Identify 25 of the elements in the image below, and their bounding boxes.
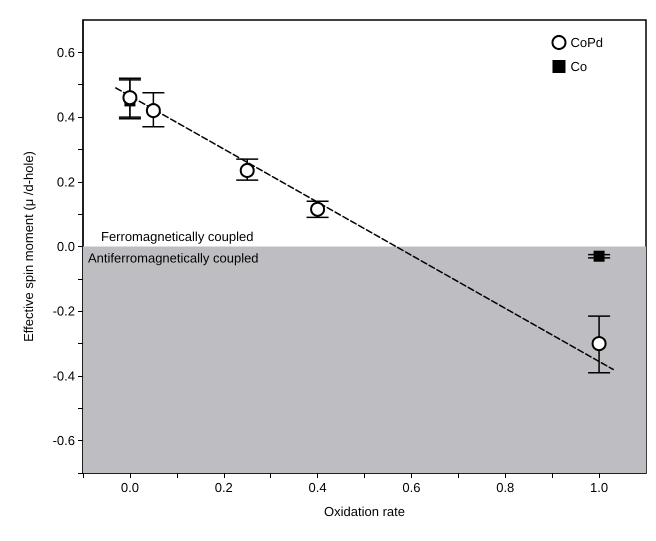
x-tick-label: 0.2 bbox=[214, 480, 233, 495]
point bbox=[310, 202, 326, 217]
annotation: Ferromagnetically coupled bbox=[101, 229, 254, 244]
legend-label: CoPd bbox=[570, 35, 604, 50]
point bbox=[146, 103, 161, 118]
point bbox=[592, 336, 607, 352]
y-tick-label: 0.4 bbox=[56, 110, 75, 125]
x-axis-title: Oxidation rate bbox=[324, 504, 405, 519]
y-axis-title: Effective spin moment (μ /d-hole) bbox=[21, 151, 36, 342]
x-tick-label: 0.4 bbox=[308, 480, 327, 495]
point bbox=[594, 250, 605, 262]
y-tick-label: 0.6 bbox=[56, 44, 75, 60]
x-tick-label: 0.0 bbox=[120, 480, 139, 495]
y-tick-label: -0.4 bbox=[52, 368, 75, 384]
x-tick-label: 0.6 bbox=[402, 480, 420, 495]
point bbox=[240, 162, 255, 178]
y-tick-label: 0.0 bbox=[56, 239, 75, 254]
point bbox=[122, 90, 138, 106]
y-tick-label: -0.2 bbox=[52, 304, 75, 319]
y-tick-label: -0.6 bbox=[52, 433, 75, 448]
legend-label: Co bbox=[570, 59, 588, 74]
band-label: Antiferromagnetically coupled bbox=[88, 250, 259, 266]
x-tick-label: 0.8 bbox=[496, 480, 514, 495]
y-tick-label: 0.2 bbox=[56, 174, 75, 190]
x-tick-label: 1.0 bbox=[590, 480, 608, 495]
